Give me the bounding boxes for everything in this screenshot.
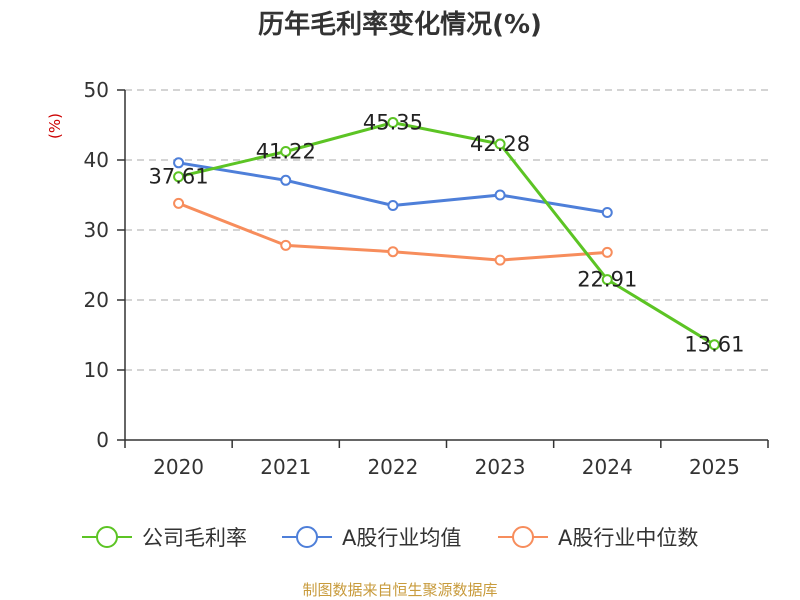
data-point-0-2025 bbox=[708, 339, 720, 351]
y-tick-label-20: 20 bbox=[84, 288, 109, 312]
y-tick-label-30: 30 bbox=[84, 218, 109, 242]
data-point-1-2022 bbox=[387, 200, 399, 211]
legend-label-1: A股行业均值 bbox=[342, 526, 461, 550]
data-point-2-2020 bbox=[173, 197, 185, 209]
data-point-0-2024 bbox=[601, 274, 613, 286]
x-tick-label-2024: 2024 bbox=[582, 455, 633, 479]
data-point-1-2023 bbox=[494, 189, 506, 201]
data-label-2024: 22.91 bbox=[577, 268, 637, 292]
data-point-2-2023 bbox=[494, 254, 506, 266]
series-1 bbox=[173, 157, 613, 218]
legend-label-0: 公司毛利率 bbox=[142, 526, 247, 550]
y-tick-label-10: 10 bbox=[84, 358, 109, 382]
legend-item-0: 公司毛利率 bbox=[82, 526, 247, 550]
data-point-2-2022 bbox=[387, 246, 399, 258]
data-point-1-2024 bbox=[601, 207, 613, 218]
legend-label-2: A股行业中位数 bbox=[558, 526, 698, 550]
x-tick-label-2022: 2022 bbox=[367, 455, 418, 479]
data-label-2025: 13.61 bbox=[684, 333, 744, 357]
legend-marker-2 bbox=[512, 526, 534, 548]
data-labels: 37.61 41.22 45.35 42.28 22.91 13.61 bbox=[149, 111, 745, 357]
chart-title: 历年毛利率变化情况(%) bbox=[258, 9, 542, 40]
data-point-0-2023 bbox=[494, 138, 506, 150]
y-tick-label-0: 0 bbox=[96, 428, 109, 452]
data-label-2020: 37.61 bbox=[149, 165, 209, 189]
y-tick-label-50: 50 bbox=[84, 78, 109, 102]
series-group bbox=[173, 117, 720, 351]
legend-marker-0 bbox=[96, 526, 118, 548]
data-label-2021: 41.22 bbox=[256, 139, 316, 163]
legend-item-2: A股行业中位数 bbox=[498, 526, 698, 550]
data-point-1-2021 bbox=[280, 174, 292, 186]
data-point-2-2021 bbox=[280, 239, 292, 251]
data-label-2022: 45.35 bbox=[363, 111, 423, 135]
data-point-2-2024 bbox=[601, 246, 613, 258]
x-tick-label-2021: 2021 bbox=[260, 455, 311, 479]
legend-item-1: A股行业均值 bbox=[282, 526, 461, 550]
axes: 0 10 20 30 40 50 2020 2021 2022 2023 2024 2025 bbox=[84, 78, 769, 479]
y-tick-label-40: 40 bbox=[84, 148, 109, 172]
data-label-2023: 42.28 bbox=[470, 132, 530, 156]
x-tick-label-2025: 2025 bbox=[689, 455, 740, 479]
legend-marker-1 bbox=[296, 526, 318, 548]
legend: 公司毛利率 A股行业均值 A股行业中位数 bbox=[82, 526, 698, 550]
y-axis-label: (%) bbox=[46, 113, 64, 139]
series-0 bbox=[173, 117, 720, 351]
data-point-0-2022 bbox=[387, 117, 399, 129]
x-tick-label-2020: 2020 bbox=[153, 455, 204, 479]
data-point-0-2021 bbox=[280, 145, 292, 157]
x-tick-label-2023: 2023 bbox=[475, 455, 526, 479]
series-line-0 bbox=[178, 121, 716, 346]
data-point-1-2020 bbox=[173, 157, 185, 169]
series-2 bbox=[173, 197, 613, 266]
data-point-0-2020 bbox=[173, 171, 185, 183]
data-source-note: 制图数据来自恒生聚源数据库 bbox=[302, 581, 497, 599]
